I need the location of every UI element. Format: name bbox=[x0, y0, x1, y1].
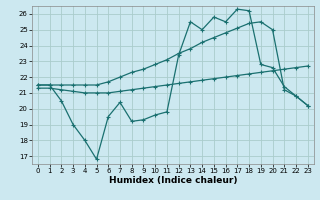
X-axis label: Humidex (Indice chaleur): Humidex (Indice chaleur) bbox=[108, 176, 237, 185]
